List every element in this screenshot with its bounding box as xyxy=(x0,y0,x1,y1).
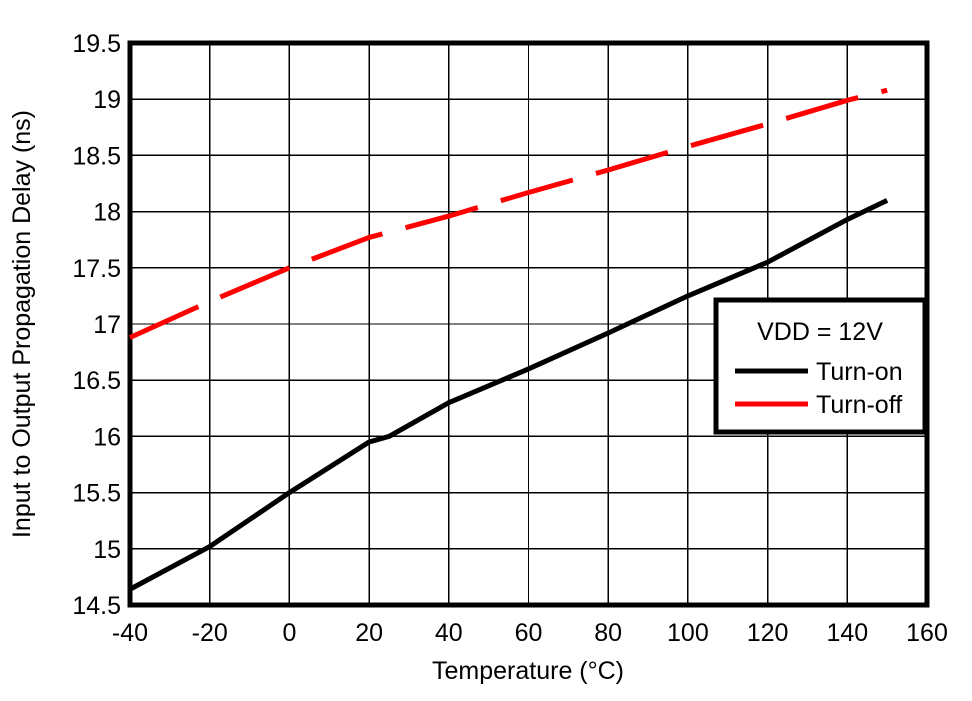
y-tick-label: 18.5 xyxy=(72,142,121,170)
legend-title: VDD = 12V xyxy=(757,318,883,346)
y-tick-label: 17.5 xyxy=(72,255,121,283)
legend-label-turn-off: Turn-off xyxy=(816,391,902,419)
x-tick-label: 20 xyxy=(355,619,383,647)
y-tick-label: 15.5 xyxy=(72,480,121,508)
y-tick-label: 17 xyxy=(93,311,121,339)
y-tick-label: 14.5 xyxy=(72,592,121,620)
x-tick-label: 120 xyxy=(747,619,789,647)
legend: VDD = 12V Turn-on Turn-off xyxy=(713,297,928,435)
x-axis-tick-labels: -40 -20 0 20 40 60 80 100 120 140 160 xyxy=(112,619,948,647)
x-tick-label: 160 xyxy=(906,619,948,647)
y-axis-tick-labels: 14.5 15 15.5 16 16.5 17 17.5 18 18.5 19 19.5 xyxy=(72,30,121,620)
y-tick-label: 16 xyxy=(93,423,121,451)
horizontal-gridlines xyxy=(130,98,927,550)
x-tick-label: 80 xyxy=(594,619,622,647)
x-axis-title: Temperature (°C) xyxy=(432,657,624,685)
x-tick-label: -40 xyxy=(112,619,148,647)
x-tick-label: 140 xyxy=(826,619,868,647)
data-series-group xyxy=(128,87,889,592)
x-tick-label: -20 xyxy=(192,619,228,647)
y-tick-label: 18 xyxy=(93,199,121,227)
legend-label-turn-on: Turn-on xyxy=(816,358,903,386)
x-tick-label: 60 xyxy=(515,619,543,647)
y-tick-label: 19.5 xyxy=(72,30,121,58)
y-axis-title: Input to Output Propagation Delay (ns) xyxy=(8,110,36,538)
series-line-turn-off xyxy=(128,87,888,340)
y-tick-label: 16.5 xyxy=(72,367,121,395)
series-line-turn-on xyxy=(128,198,889,592)
x-tick-label: 0 xyxy=(282,619,296,647)
y-tick-label: 19 xyxy=(93,86,121,114)
x-tick-label: 100 xyxy=(667,619,709,647)
x-tick-label: 40 xyxy=(435,619,463,647)
y-tick-label: 15 xyxy=(93,536,121,564)
legend-box xyxy=(713,297,928,435)
